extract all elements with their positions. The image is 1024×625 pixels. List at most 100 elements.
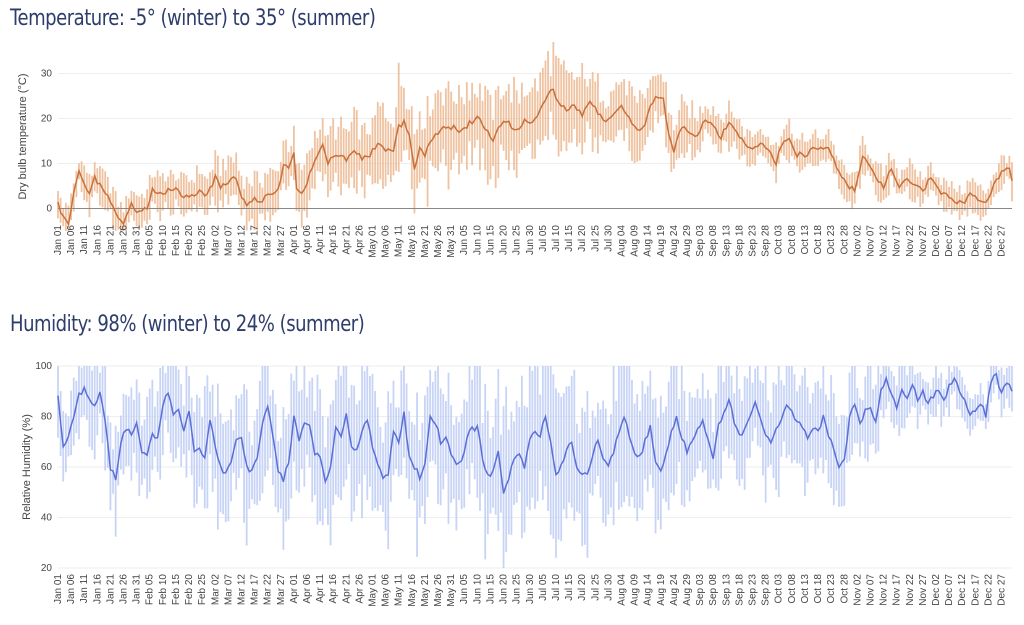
y-axis-label: Dry bulb temperature (°C) xyxy=(17,73,29,199)
range-bar xyxy=(133,191,135,221)
x-tick-label: Apr 26 xyxy=(354,225,365,255)
range-bar xyxy=(486,89,489,185)
range-bar xyxy=(452,424,455,499)
range-bar xyxy=(298,391,301,493)
x-tick-label: Jul 10 xyxy=(551,225,562,252)
x-tick-label: Mar 17 xyxy=(250,574,261,606)
range-bar xyxy=(444,88,447,166)
range-bar xyxy=(589,428,591,494)
x-tick-label: Jun 10 xyxy=(472,225,483,255)
range-bar xyxy=(439,388,442,506)
range-bar xyxy=(486,410,489,535)
range-bar xyxy=(649,370,652,475)
range-bar xyxy=(355,404,358,496)
range-bar xyxy=(746,378,749,459)
y-tick-labels: 20 40 60 80 100 xyxy=(35,361,52,574)
range-bar xyxy=(568,72,570,143)
x-tick-label: May 06 xyxy=(381,574,392,607)
range-bar xyxy=(838,160,840,190)
x-tick-label: Oct 13 xyxy=(800,225,811,255)
range-bar xyxy=(631,379,633,497)
range-bar xyxy=(982,190,985,217)
range-bar xyxy=(735,119,738,149)
range-bar xyxy=(67,205,70,231)
range-bar xyxy=(845,172,848,203)
range-bar xyxy=(654,397,657,534)
range-bar xyxy=(683,390,686,508)
range-bar xyxy=(804,141,806,168)
range-bar xyxy=(479,83,481,171)
x-tick-label: Apr 11 xyxy=(315,225,326,254)
range-bar xyxy=(759,380,762,448)
range-bar xyxy=(180,171,183,215)
range-bar xyxy=(827,400,830,484)
range-bar xyxy=(350,384,353,522)
range-bar xyxy=(956,366,958,410)
range-bar xyxy=(916,176,919,197)
range-bar xyxy=(798,385,801,464)
y-tick-label: 10 xyxy=(41,159,53,170)
range-bar xyxy=(641,380,644,511)
x-tick-label: Jan 06 xyxy=(66,574,77,604)
range-bar xyxy=(929,389,932,415)
y-tick-label: 40 xyxy=(41,513,53,524)
range-bar xyxy=(562,393,565,510)
x-tick-label: Jun 15 xyxy=(485,574,496,604)
range-bar xyxy=(628,80,631,152)
range-bar xyxy=(62,208,65,227)
range-bar xyxy=(303,366,306,487)
range-bar xyxy=(717,113,720,153)
range-bar xyxy=(230,157,232,197)
range-bar xyxy=(224,170,227,195)
x-tick-label: Jul 05 xyxy=(538,225,549,252)
x-tick-label: May 01 xyxy=(368,574,379,607)
range-bar xyxy=(940,372,943,427)
range-bar xyxy=(99,166,101,206)
range-bar xyxy=(177,178,180,207)
range-bar xyxy=(154,406,156,457)
range-bar xyxy=(984,193,987,216)
range-bar xyxy=(788,118,791,163)
range-bar xyxy=(1003,374,1006,409)
x-tick-label: Feb 20 xyxy=(184,225,195,257)
range-bar xyxy=(801,375,804,468)
range-bar xyxy=(151,379,154,470)
range-bar xyxy=(507,429,510,535)
range-bar xyxy=(177,369,180,448)
range-bar xyxy=(434,93,437,169)
range-bar xyxy=(245,389,248,546)
range-bar xyxy=(528,91,531,144)
range-bar xyxy=(235,152,238,195)
range-bar xyxy=(942,177,945,212)
x-tick-label: Aug 14 xyxy=(643,574,654,606)
range-bar xyxy=(169,169,172,216)
x-tick-label: Jul 20 xyxy=(577,225,588,252)
x-tick-label: Jun 15 xyxy=(485,225,496,255)
range-bar xyxy=(722,381,725,452)
range-bar xyxy=(950,181,953,215)
range-bar xyxy=(602,100,605,142)
x-tick-label: Jan 16 xyxy=(92,574,103,604)
range-bar xyxy=(332,118,335,182)
range-bar xyxy=(277,171,280,210)
temperature-chart-title: Temperature: -5° (winter) to 35° (summer… xyxy=(10,6,376,31)
range-bar xyxy=(510,411,513,535)
range-bar xyxy=(413,134,416,214)
range-bar xyxy=(222,423,225,515)
x-tick-label: Mar 27 xyxy=(276,225,287,257)
range-bar xyxy=(1011,366,1013,412)
range-bar xyxy=(392,380,395,476)
range-bar xyxy=(822,366,825,474)
range-bar xyxy=(523,96,526,149)
range-bar xyxy=(948,366,950,417)
range-bar xyxy=(193,412,196,508)
range-bar xyxy=(851,172,854,210)
x-tick-label: Aug 04 xyxy=(616,225,627,257)
x-tick-label: Aug 19 xyxy=(656,225,667,257)
range-bar xyxy=(735,366,738,480)
range-bar xyxy=(379,106,382,180)
x-tick-label: Jul 25 xyxy=(590,574,601,601)
range-bar xyxy=(439,92,442,163)
range-bar xyxy=(581,407,584,547)
range-bar xyxy=(864,144,867,176)
